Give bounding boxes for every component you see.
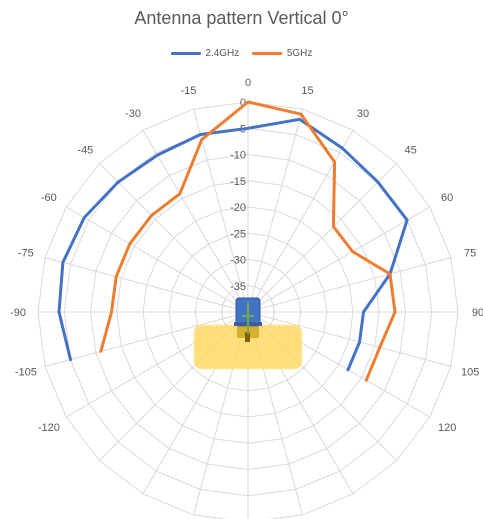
angle-tick-label: 60 (441, 192, 453, 204)
legend-label-series-2: 5GHz (286, 48, 313, 59)
chart-title: Antenna pattern Vertical 0° (134, 8, 349, 28)
angle-tick-label: -120 (38, 422, 60, 434)
legend-item-series-2: 5GHz (252, 48, 312, 59)
angle-tick-label: -75 (18, 247, 34, 259)
legend-swatch-series-1 (170, 51, 201, 55)
angle-tick-label: 75 (464, 247, 476, 259)
series-line-1 (57, 117, 409, 372)
gridline-spoke (45, 257, 249, 313)
radial-tick-label: -25 (230, 228, 246, 240)
radial-tick-label: -35 (230, 281, 246, 293)
gridline-spoke (65, 206, 249, 313)
radial-tick-label: -10 (230, 150, 246, 162)
device-foot (245, 332, 250, 342)
gridline-spoke (142, 129, 249, 313)
gridline-spoke (247, 311, 451, 367)
gridline-spoke (247, 257, 451, 313)
angle-tick-label: 105 (461, 367, 479, 379)
angle-tick-label: 0 (245, 77, 251, 89)
gridline-spoke (247, 163, 397, 313)
gridline-spoke (247, 129, 354, 313)
angle-tick-label: -30 (125, 108, 141, 120)
series-line-2 (99, 100, 397, 382)
legend-item-series-1: 2.4GHz (170, 48, 240, 59)
angle-tick-label: -105 (15, 367, 37, 379)
gridline-spoke (99, 163, 249, 313)
angle-tick-label: 30 (357, 108, 369, 120)
radial-tick-label: -30 (230, 255, 246, 267)
radial-tick-label: 0 (240, 97, 246, 109)
legend-label-series-1: 2.4GHz (205, 48, 240, 59)
gridline-spoke (247, 206, 431, 313)
radial-tick-label: -20 (230, 202, 246, 214)
angle-tick-label: -45 (77, 144, 93, 156)
radial-tick-label: -15 (230, 176, 246, 188)
angle-tick-label: 45 (405, 144, 417, 156)
angle-tick-label: 15 (301, 85, 313, 97)
gridline-spoke (193, 109, 249, 313)
chart-legend: 2.4GHz 5GHz (0, 48, 483, 59)
angle-tick-label: 120 (438, 422, 456, 434)
angle-tick-label: -60 (41, 192, 57, 204)
legend-swatch-series-2 (252, 51, 283, 55)
angle-tick-label: -90 (10, 307, 26, 319)
angle-tick-label: -15 (181, 85, 197, 97)
gridline-spoke (247, 109, 303, 313)
gridline-spoke (45, 311, 249, 367)
angle-tick-label: 90 (472, 307, 483, 319)
